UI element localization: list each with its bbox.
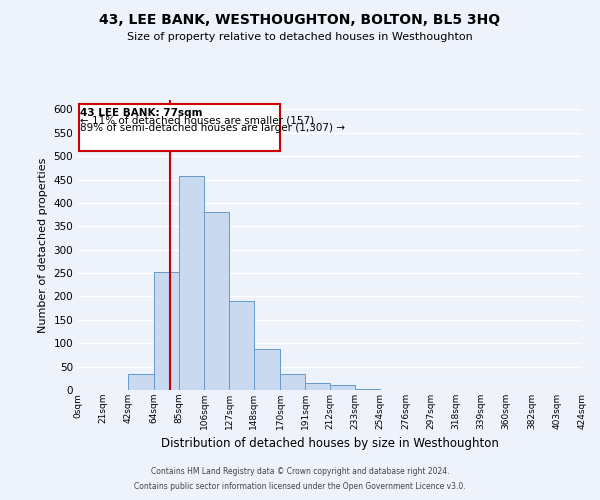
Text: ← 11% of detached houses are smaller (157): ← 11% of detached houses are smaller (15… (80, 116, 314, 126)
Text: Contains public sector information licensed under the Open Government Licence v3: Contains public sector information licen… (134, 482, 466, 491)
Bar (204, 212, 229, 390)
FancyBboxPatch shape (79, 104, 280, 150)
Text: 43, LEE BANK, WESTHOUGHTON, BOLTON, BL5 3HQ: 43, LEE BANK, WESTHOUGHTON, BOLTON, BL5 … (100, 12, 500, 26)
X-axis label: Distribution of detached houses by size in Westhoughton: Distribution of detached houses by size … (161, 438, 499, 450)
Bar (128, 374, 154, 390)
Bar (305, 383, 330, 390)
Bar (280, 374, 305, 390)
Bar (154, 272, 179, 390)
Bar (179, 176, 204, 390)
Text: 89% of semi-detached houses are larger (1,307) →: 89% of semi-detached houses are larger (… (80, 124, 346, 134)
Text: Contains HM Land Registry data © Crown copyright and database right 2024.: Contains HM Land Registry data © Crown c… (151, 467, 449, 476)
Y-axis label: Number of detached properties: Number of detached properties (38, 158, 48, 332)
Text: Size of property relative to detached houses in Westhoughton: Size of property relative to detached ho… (127, 32, 473, 42)
Text: 43 LEE BANK: 77sqm: 43 LEE BANK: 77sqm (80, 108, 203, 118)
Bar (355, 389, 380, 390)
Bar (330, 386, 355, 390)
Bar (229, 301, 254, 390)
Bar (254, 349, 280, 390)
